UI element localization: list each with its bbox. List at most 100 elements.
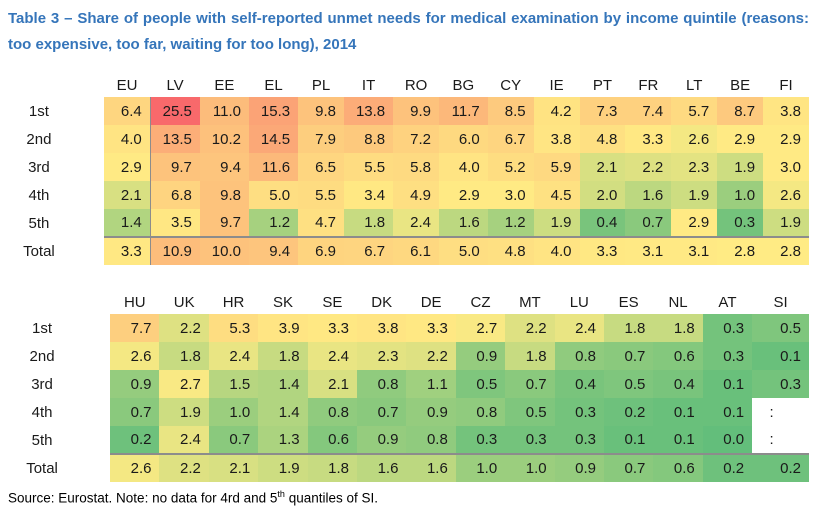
column-header-pt: PT — [592, 77, 613, 94]
heatmap-cell: 0.9 — [110, 370, 160, 398]
heatmap-cell: 0.3 — [554, 398, 604, 426]
heatmap-cell: 6.4 — [103, 97, 151, 125]
heatmap-cell: 0.6 — [307, 426, 358, 454]
heatmap-cell: 1.4 — [258, 370, 308, 398]
heatmap-cell: 3.1 — [625, 236, 672, 265]
heatmap-cell: 1.2 — [487, 209, 534, 237]
heatmap-cell: : — [752, 398, 809, 426]
heatmap-cell: 0.1 — [702, 370, 753, 398]
heatmap-cell: 5.0 — [249, 181, 299, 209]
heatmap-cell: 11.6 — [249, 153, 299, 181]
heatmap-cell: 5.9 — [533, 153, 580, 181]
heatmap-cell: 9.9 — [393, 97, 440, 125]
heatmap-cell: 3.9 — [258, 314, 308, 342]
column-header-sk: SK — [272, 294, 293, 311]
source-note-superscript: th — [277, 489, 285, 499]
heatmap-cell: 0.2 — [702, 453, 753, 482]
heatmap-cell: 9.8 — [298, 97, 345, 125]
heatmap-cell: 0.2 — [603, 398, 654, 426]
heatmap-cell: 9.7 — [199, 209, 249, 237]
column-header-se: SE — [322, 294, 343, 311]
heatmap-cell: 2.2 — [505, 314, 555, 342]
heatmap-cell: 10.9 — [150, 236, 200, 265]
heatmap-cell: 0.3 — [717, 209, 764, 237]
heatmap-cell: 0.4 — [554, 370, 604, 398]
heatmap-cell: 2.6 — [110, 453, 160, 482]
column-header-cy: CY — [500, 77, 522, 94]
heatmap-cell: 7.3 — [579, 97, 626, 125]
heatmap-cell: 1.9 — [717, 153, 764, 181]
heatmap-cell: 2.1 — [103, 181, 151, 209]
heatmap-cell: 0.9 — [455, 342, 506, 370]
heatmap-cell: 5.3 — [208, 314, 259, 342]
column-header-at: AT — [718, 294, 737, 311]
heatmap-cell: 0.7 — [603, 453, 654, 482]
table-row: 2nd 4.0 13.5 10.2 14.5 7.9 8.8 7.2 6.0 6.7 3.8 4.8 3… — [8, 125, 809, 153]
heatmap-cell: 8.8 — [344, 125, 394, 153]
heatmap-cell: 2.9 — [763, 125, 809, 153]
row-label-3rd: 3rd — [28, 158, 50, 176]
row-label-2nd: 2nd — [26, 130, 52, 148]
heatmap-cell: 1.9 — [159, 398, 209, 426]
column-header-dk: DK — [371, 294, 393, 311]
column-header-fi: FI — [779, 77, 793, 94]
heatmap-cell: 0.7 — [625, 209, 672, 237]
table-row: Total 3.3 10.9 10.0 9.4 6.9 6.7 6.1 5.0 4.8 4.0 3.3… — [8, 236, 809, 265]
heatmap-cell: 2.9 — [103, 153, 151, 181]
heatmap-cell: 0.1 — [653, 426, 703, 454]
row-label-1st: 1st — [32, 319, 53, 337]
heatmap-cell: 2.2 — [406, 342, 456, 370]
heatmap-cell: 2.4 — [159, 426, 209, 454]
heatmap-cell: 0.0 — [702, 426, 753, 454]
column-header-it: IT — [361, 77, 376, 94]
heatmap-cell: 1.8 — [344, 209, 394, 237]
column-header-ie: IE — [549, 77, 564, 94]
heatmap-cell: 9.4 — [249, 236, 299, 265]
heatmap-cell: 1.9 — [763, 209, 809, 237]
column-header-el: EL — [264, 77, 283, 94]
heatmap-cell: 0.3 — [702, 342, 753, 370]
heatmap-cell: 0.3 — [702, 314, 753, 342]
heatmap-cell: 6.8 — [150, 181, 200, 209]
column-header-cz: CZ — [470, 294, 491, 311]
heatmap-table-bottom: HU UK HR SK SE DK DE CZ MT LU ES NL AT SI 1st 7.7 2.2 5.3… — [8, 288, 809, 482]
heatmap-cell: 1.8 — [307, 453, 358, 482]
heatmap-cell: 0.8 — [307, 398, 358, 426]
heatmap-cell: 1.0 — [455, 453, 506, 482]
heatmap-cell: 0.8 — [455, 398, 506, 426]
column-header-bg: BG — [452, 77, 475, 94]
table-caption: Table 3 – Share of people with self-repo… — [8, 10, 809, 53]
heatmap-cell: 0.4 — [579, 209, 626, 237]
heatmap-cell: 1.8 — [258, 342, 308, 370]
heatmap-cell: 0.9 — [406, 398, 456, 426]
heatmap-cell: : — [752, 426, 809, 454]
heatmap-cell: 0.3 — [455, 426, 506, 454]
heatmap-cell: 25.5 — [150, 97, 200, 125]
heatmap-cell: 1.0 — [505, 453, 555, 482]
column-header-uk: UK — [173, 294, 195, 311]
heatmap-cell: 5.5 — [344, 153, 394, 181]
heatmap-cell: 6.7 — [344, 236, 394, 265]
heatmap-cell: 0.6 — [653, 342, 703, 370]
row-label-2nd: 2nd — [29, 347, 55, 365]
heatmap-cell: 14.5 — [249, 125, 299, 153]
heatmap-cell: 3.8 — [533, 125, 580, 153]
heatmap-cell: 0.3 — [505, 426, 555, 454]
heatmap-cell: 2.0 — [579, 181, 626, 209]
heatmap-cell: 0.4 — [653, 370, 703, 398]
source-note: Source: Eurostat. Note: no data for 4rd … — [8, 489, 809, 506]
heatmap-cell: 0.5 — [505, 398, 555, 426]
heatmap-cell: 9.4 — [199, 153, 249, 181]
heatmap-cell: 3.5 — [150, 209, 200, 237]
heatmap-cell: 2.3 — [671, 153, 718, 181]
heatmap-cell: 0.8 — [554, 342, 604, 370]
heatmap-cell: 2.9 — [671, 209, 718, 237]
heatmap-cell: 2.8 — [763, 236, 809, 265]
heatmap-cell: 3.4 — [344, 181, 394, 209]
heatmap-cell: 2.3 — [357, 342, 407, 370]
heatmap-cell: 1.6 — [439, 209, 488, 237]
heatmap-cell: 7.4 — [625, 97, 672, 125]
heatmap-cell: 4.5 — [533, 181, 580, 209]
source-note-text: Source: Eurostat. Note: no data for 4rd … — [8, 490, 278, 506]
heatmap-cell: 13.8 — [344, 97, 394, 125]
